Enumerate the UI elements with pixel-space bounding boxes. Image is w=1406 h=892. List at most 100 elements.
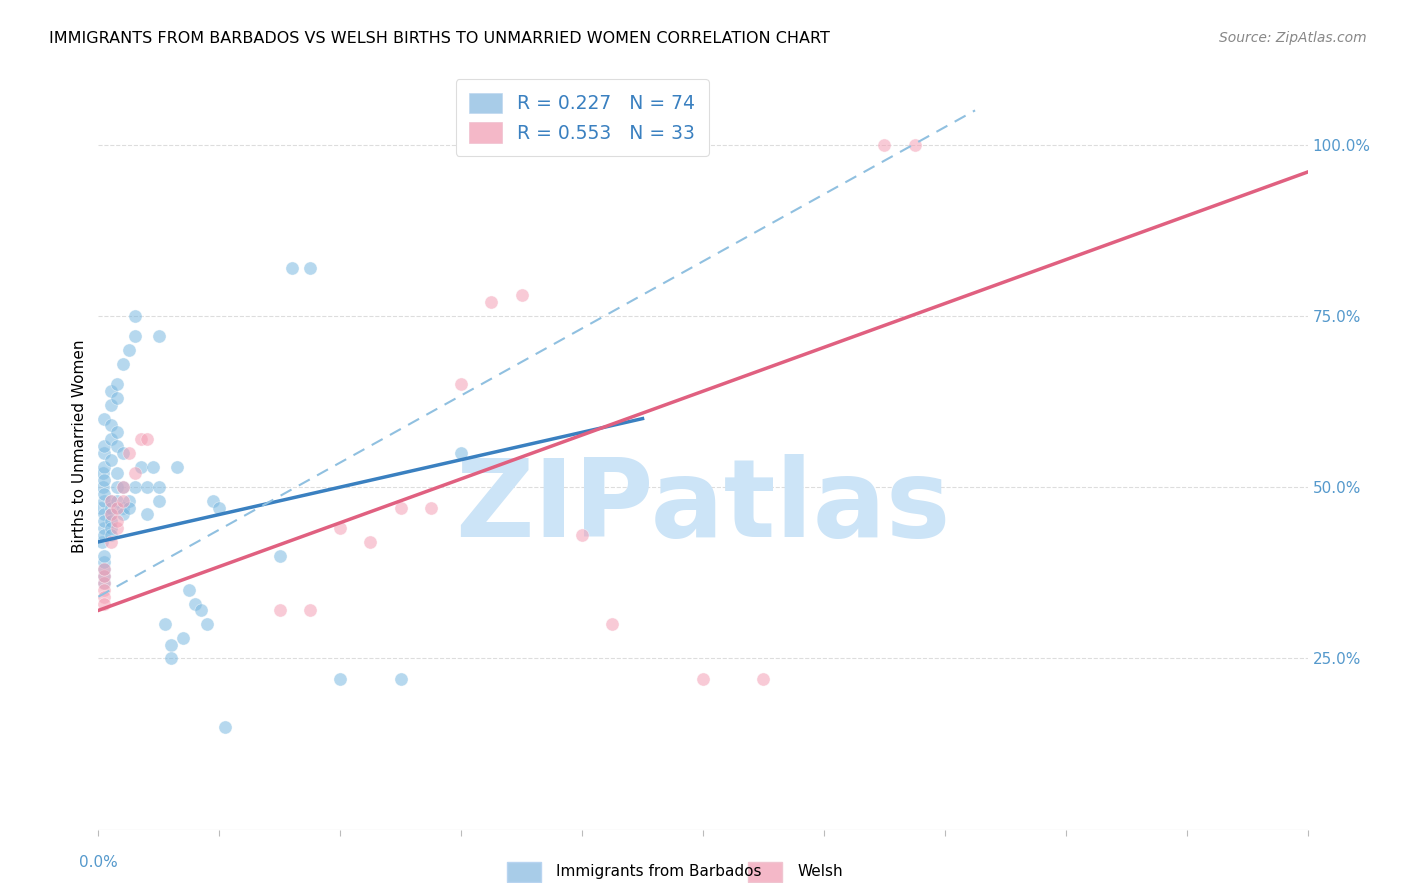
Point — [118, 446, 141, 460]
Point — [91, 480, 114, 494]
Point — [93, 549, 115, 563]
Point — [100, 508, 122, 522]
Point — [214, 720, 236, 734]
Point — [93, 411, 115, 425]
Point — [142, 459, 165, 474]
Point — [93, 597, 115, 611]
Point — [129, 459, 152, 474]
Point — [111, 493, 134, 508]
Point — [111, 480, 134, 494]
Point — [100, 514, 122, 528]
Point — [148, 329, 170, 343]
FancyBboxPatch shape — [506, 862, 541, 882]
Point — [93, 439, 115, 453]
Point — [481, 295, 503, 310]
Point — [100, 535, 122, 549]
Legend: R = 0.227   N = 74, R = 0.553   N = 33: R = 0.227 N = 74, R = 0.553 N = 33 — [456, 79, 709, 156]
Point — [135, 508, 157, 522]
Point — [93, 556, 115, 570]
Point — [93, 582, 115, 597]
Point — [93, 576, 115, 591]
Point — [124, 467, 146, 481]
Point — [100, 508, 122, 522]
Point — [135, 480, 157, 494]
Point — [269, 549, 291, 563]
Point — [299, 260, 322, 275]
Point — [105, 425, 128, 440]
Point — [105, 500, 128, 515]
Point — [195, 617, 218, 632]
Point — [692, 672, 714, 686]
Text: Source: ZipAtlas.com: Source: ZipAtlas.com — [1219, 31, 1367, 45]
Point — [93, 521, 115, 535]
Point — [100, 384, 122, 399]
Point — [90, 500, 112, 515]
Point — [118, 493, 141, 508]
Point — [118, 500, 141, 515]
Point — [105, 521, 128, 535]
Point — [118, 343, 141, 358]
Text: IMMIGRANTS FROM BARBADOS VS WELSH BIRTHS TO UNMARRIED WOMEN CORRELATION CHART: IMMIGRANTS FROM BARBADOS VS WELSH BIRTHS… — [49, 31, 830, 46]
Point — [100, 452, 122, 467]
Point — [100, 521, 122, 535]
Point — [160, 651, 183, 665]
Point — [100, 500, 122, 515]
FancyBboxPatch shape — [748, 862, 782, 882]
Point — [389, 500, 412, 515]
Point — [172, 631, 194, 645]
Point — [124, 309, 146, 323]
Point — [148, 480, 170, 494]
Point — [124, 329, 146, 343]
Point — [93, 562, 115, 576]
Point — [329, 672, 352, 686]
Point — [105, 377, 128, 392]
Point — [93, 514, 115, 528]
Point — [904, 137, 927, 152]
Point — [269, 603, 291, 617]
Point — [111, 446, 134, 460]
Point — [360, 535, 382, 549]
Point — [93, 446, 115, 460]
Point — [100, 418, 122, 433]
Point — [111, 500, 134, 515]
Point — [93, 493, 115, 508]
Point — [93, 473, 115, 487]
Point — [148, 493, 170, 508]
Point — [93, 508, 115, 522]
Point — [105, 493, 128, 508]
Point — [91, 467, 114, 481]
Point — [135, 432, 157, 446]
Point — [329, 521, 352, 535]
Point — [166, 459, 188, 474]
Point — [100, 528, 122, 542]
Y-axis label: Births to Unmarried Women: Births to Unmarried Women — [72, 339, 87, 553]
Point — [105, 391, 128, 405]
Point — [93, 487, 115, 501]
Point — [124, 480, 146, 494]
Point — [111, 357, 134, 371]
Text: Immigrants from Barbados: Immigrants from Barbados — [557, 864, 762, 880]
Point — [190, 603, 212, 617]
Point — [93, 562, 115, 576]
Point — [105, 514, 128, 528]
Point — [93, 569, 115, 583]
Point — [93, 459, 115, 474]
Point — [93, 569, 115, 583]
Point — [105, 480, 128, 494]
Text: ZIPatlas: ZIPatlas — [456, 454, 950, 560]
Point — [93, 576, 115, 591]
Point — [873, 137, 896, 152]
Point — [129, 432, 152, 446]
Point — [179, 582, 201, 597]
Point — [105, 439, 128, 453]
Point — [450, 446, 472, 460]
Point — [100, 493, 122, 508]
Point — [208, 500, 231, 515]
Point — [111, 508, 134, 522]
Point — [91, 535, 114, 549]
Point — [184, 597, 207, 611]
Point — [100, 398, 122, 412]
Point — [153, 617, 176, 632]
Point — [105, 467, 128, 481]
Point — [93, 590, 115, 604]
